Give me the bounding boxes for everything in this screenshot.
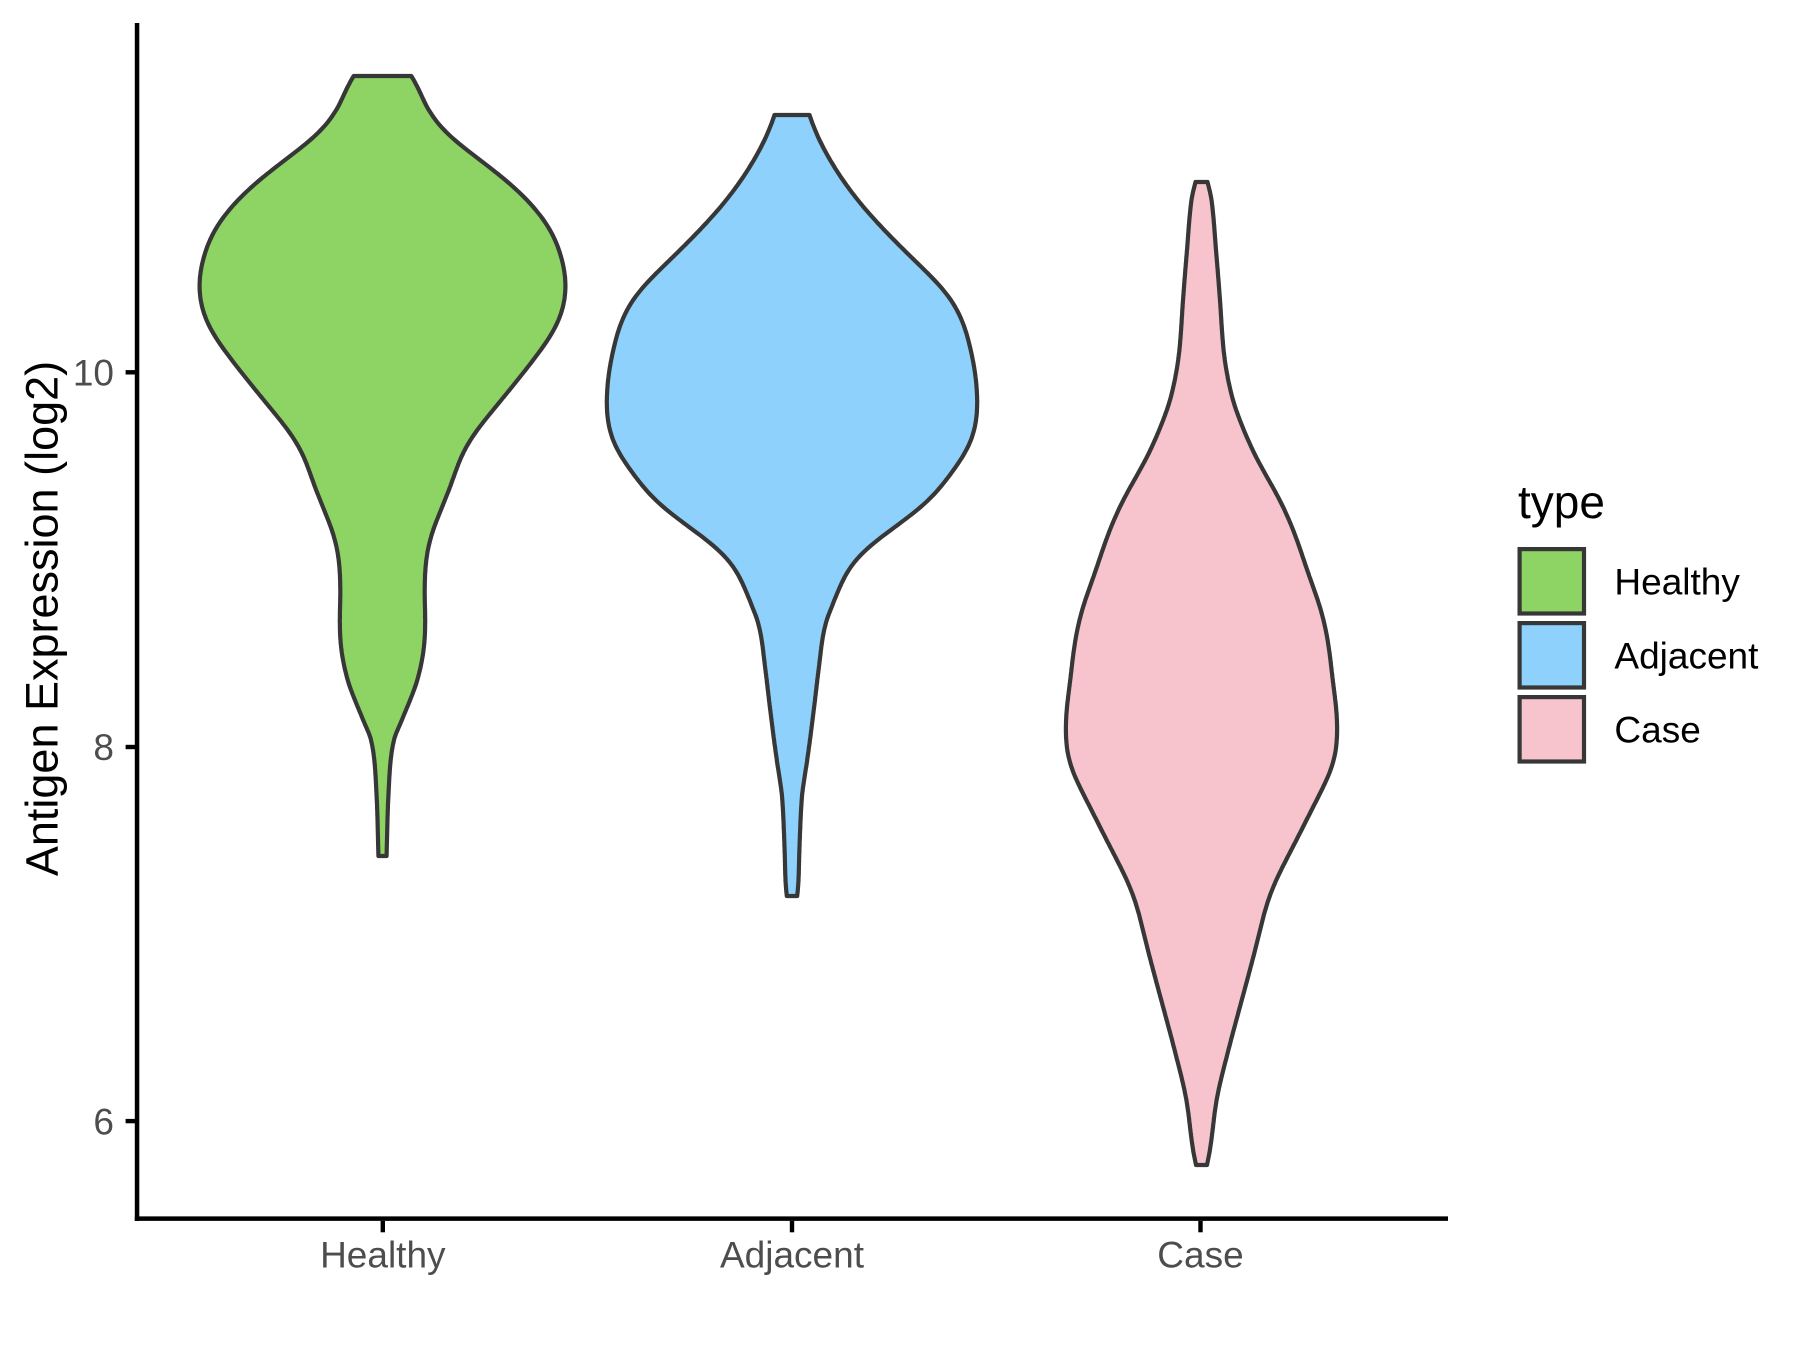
svg-text:8: 8: [93, 727, 114, 768]
svg-text:type: type: [1518, 476, 1605, 528]
svg-text:Healthy: Healthy: [1614, 561, 1740, 602]
svg-text:Antigen Expression (log2): Antigen Expression (log2): [17, 361, 68, 876]
svg-text:Adjacent: Adjacent: [720, 1235, 865, 1276]
svg-text:Healthy: Healthy: [320, 1235, 446, 1276]
svg-text:Case: Case: [1614, 709, 1700, 750]
svg-text:Case: Case: [1157, 1235, 1243, 1276]
svg-text:Adjacent: Adjacent: [1614, 635, 1759, 676]
svg-text:6: 6: [93, 1101, 114, 1142]
svg-text:10: 10: [73, 353, 114, 394]
